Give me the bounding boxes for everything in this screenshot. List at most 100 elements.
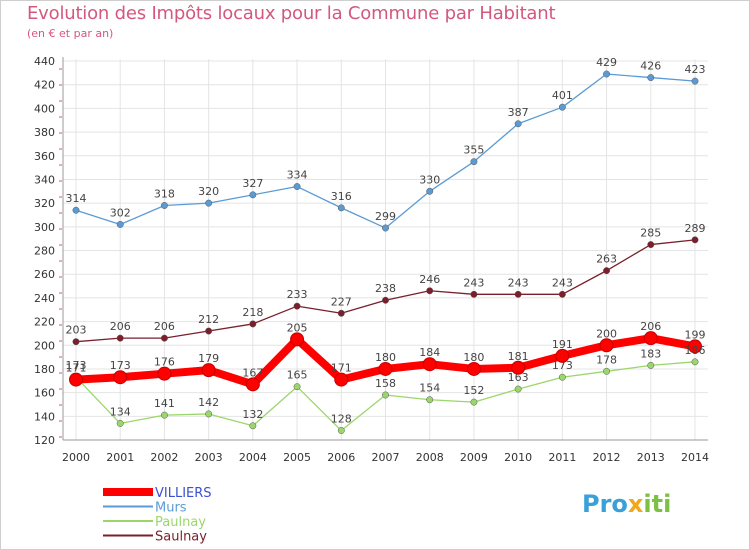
data-label: 330: [419, 173, 440, 186]
data-point: [558, 290, 566, 298]
legend-label-saulnay: Saulnay: [155, 530, 207, 545]
data-point: [470, 398, 478, 406]
x-tick-label: 2009: [460, 451, 488, 464]
data-label: 184: [419, 346, 440, 359]
data-point: [293, 383, 301, 391]
data-point: [378, 361, 393, 376]
data-point: [337, 204, 345, 212]
data-point: [290, 332, 305, 347]
data-point: [603, 267, 611, 275]
data-label: 199: [685, 328, 706, 341]
logo-part-3: iti: [643, 490, 672, 518]
data-point: [599, 338, 614, 353]
data-label: 238: [375, 282, 396, 295]
x-tick-label: 2003: [195, 451, 223, 464]
data-label: 429: [596, 56, 617, 69]
data-point: [555, 348, 570, 363]
x-tick-label: 2006: [327, 451, 355, 464]
data-label: 179: [198, 352, 219, 365]
data-label: 186: [685, 344, 706, 357]
data-label: 243: [508, 276, 529, 289]
data-label: 206: [110, 320, 131, 333]
y-tick-label: 180: [34, 363, 55, 376]
data-label: 318: [154, 187, 175, 200]
data-point: [691, 236, 699, 244]
data-point: [470, 290, 478, 298]
data-label: 227: [331, 295, 352, 308]
data-label: 289: [685, 222, 706, 235]
data-point: [470, 158, 478, 166]
data-label: 203: [66, 324, 87, 337]
series: [69, 70, 702, 434]
data-point: [382, 391, 389, 399]
data-label: 165: [287, 369, 308, 382]
data-point: [514, 290, 522, 298]
data-point: [426, 396, 434, 404]
data-label: 171: [66, 362, 87, 375]
data-label: 152: [463, 384, 484, 397]
data-point: [514, 120, 522, 128]
x-tick-label: 2000: [62, 451, 90, 464]
data-point: [382, 296, 389, 304]
legend-label-villiers: VILLIERS: [155, 486, 212, 501]
data-label: 128: [331, 413, 352, 426]
y-tick-label: 200: [34, 339, 55, 352]
x-tick-label: 2013: [637, 451, 665, 464]
data-point: [647, 361, 655, 369]
data-point: [603, 367, 611, 375]
data-label: 285: [640, 227, 661, 240]
data-label: 426: [640, 60, 661, 73]
data-label: 180: [375, 351, 396, 364]
data-label: 142: [198, 396, 219, 409]
chart-subtitle: (en € et par an): [27, 27, 114, 40]
data-point: [647, 74, 655, 82]
y-tick-label: 440: [34, 55, 55, 68]
data-point: [116, 419, 124, 427]
data-label: 132: [242, 408, 263, 421]
x-tick-label: 2007: [372, 451, 400, 464]
data-label: 243: [552, 276, 573, 289]
y-tick-label: 140: [34, 410, 55, 423]
proxiti-logo: Proxiti: [582, 490, 671, 518]
data-label: 243: [463, 276, 484, 289]
data-label: 154: [419, 382, 440, 395]
data-point: [157, 366, 172, 381]
data-point: [511, 360, 526, 375]
y-tick-label: 120: [34, 434, 55, 447]
data-point: [688, 339, 702, 354]
data-point: [558, 103, 566, 111]
data-label: 191: [552, 338, 573, 351]
data-point: [205, 410, 213, 418]
data-point: [293, 183, 301, 190]
data-label: 200: [596, 327, 617, 340]
logo-part-2: x: [627, 490, 644, 518]
x-tick-label: 2014: [681, 451, 709, 464]
data-point: [201, 363, 216, 378]
data-label: 314: [66, 192, 87, 205]
data-point: [422, 357, 437, 372]
data-point: [382, 224, 389, 232]
x-tick-label: 2010: [504, 451, 532, 464]
logo-part-1: Pro: [582, 490, 628, 518]
data-label: 171: [331, 362, 352, 375]
legend-label-paulnay: Paulnay: [155, 515, 206, 530]
data-point: [466, 361, 481, 376]
x-tick-label: 2004: [239, 451, 267, 464]
axes: 120 140 160 180 200 220 240 260 280 300 320 340 360 3…: [34, 55, 709, 464]
data-point: [249, 320, 257, 328]
x-tick-label: 2005: [283, 451, 311, 464]
data-label: 334: [287, 169, 308, 182]
x-tick-label: 2012: [593, 451, 621, 464]
data-point: [249, 191, 257, 199]
data-point: [337, 427, 345, 434]
y-tick-label: 420: [34, 79, 55, 92]
y-tick-label: 220: [34, 316, 55, 329]
data-point: [205, 327, 213, 335]
y-tick-label: 240: [34, 292, 55, 305]
x-tick-label: 2001: [106, 451, 134, 464]
data-label: 176: [154, 356, 175, 369]
data-point: [603, 70, 611, 78]
data-label: 173: [66, 359, 87, 372]
